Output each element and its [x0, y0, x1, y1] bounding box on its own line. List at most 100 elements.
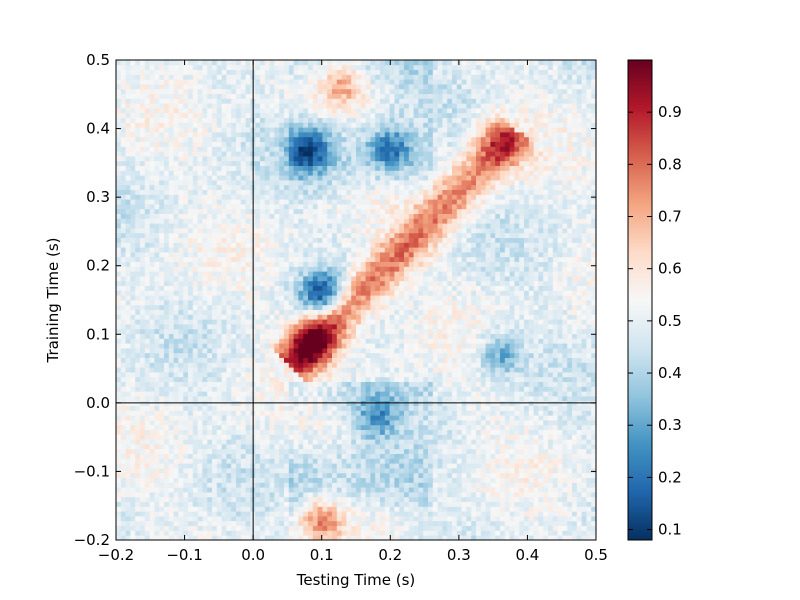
heatmap-cell	[591, 458, 596, 464]
heatmap-cell	[480, 506, 486, 512]
heatmap-cell	[341, 463, 347, 469]
heatmap-cell	[303, 434, 309, 440]
heatmap-cell	[303, 333, 309, 339]
heatmap-cell	[231, 444, 237, 450]
heatmap-cell	[192, 530, 198, 536]
heatmap-cell	[447, 362, 453, 368]
heatmap-cell	[159, 410, 165, 416]
heatmap-cell	[188, 448, 194, 454]
heatmap-cell	[197, 362, 203, 368]
heatmap-cell	[140, 357, 146, 363]
heatmap-cell	[264, 367, 270, 373]
heatmap-cell	[130, 516, 136, 522]
heatmap-cell	[322, 376, 328, 382]
heatmap-cell	[212, 448, 218, 454]
heatmap-cell	[197, 314, 203, 320]
heatmap-cell	[308, 506, 314, 512]
heatmap-cell	[514, 477, 520, 483]
heatmap-cell	[375, 381, 381, 387]
heatmap-cell	[533, 314, 539, 320]
heatmap-cell	[312, 372, 318, 378]
heatmap-cell	[164, 420, 170, 426]
heatmap-cell	[500, 492, 506, 498]
heatmap-cell	[356, 415, 362, 421]
heatmap-cell	[322, 405, 328, 411]
heatmap-cell	[274, 352, 280, 358]
heatmap-cell	[356, 448, 362, 454]
heatmap-cell	[452, 506, 458, 512]
heatmap-cell	[226, 391, 232, 397]
heatmap-cell	[308, 525, 314, 531]
heatmap-cell	[562, 386, 568, 392]
heatmap-cell	[375, 372, 381, 378]
heatmap-cell	[116, 396, 122, 402]
heatmap-cell	[586, 439, 592, 445]
heatmap-cell	[303, 314, 309, 320]
heatmap-cell	[236, 352, 242, 358]
heatmap-cell	[236, 496, 242, 502]
heatmap-cell	[586, 444, 592, 450]
heatmap-cell	[341, 381, 347, 387]
heatmap-cell	[394, 520, 400, 526]
heatmap-cell	[543, 453, 549, 459]
heatmap-cell	[528, 472, 534, 478]
heatmap-cell	[135, 420, 141, 426]
heatmap-cell	[476, 477, 482, 483]
heatmap-cell	[356, 424, 362, 430]
heatmap-cell	[423, 376, 429, 382]
heatmap-cell	[447, 352, 453, 358]
heatmap-cell	[236, 309, 242, 315]
heatmap-cell	[495, 343, 501, 349]
heatmap-cell	[524, 410, 530, 416]
heatmap-cell	[327, 405, 333, 411]
heatmap-cell	[116, 328, 122, 334]
heatmap-cell	[168, 391, 174, 397]
heatmap-cell	[140, 496, 146, 502]
heatmap-cell	[543, 372, 549, 378]
heatmap-cell	[461, 304, 467, 310]
heatmap-cell	[240, 516, 246, 522]
heatmap-cell	[341, 415, 347, 421]
heatmap-cell	[586, 487, 592, 493]
heatmap-cell	[500, 487, 506, 493]
heatmap-cell	[562, 420, 568, 426]
heatmap-cell	[413, 501, 419, 507]
heatmap-cell	[293, 458, 299, 464]
heatmap-cell	[490, 439, 496, 445]
heatmap-cell	[519, 405, 525, 411]
heatmap-cell	[298, 477, 304, 483]
heatmap-cell	[308, 357, 314, 363]
heatmap-cell	[495, 424, 501, 430]
heatmap-cell	[274, 381, 280, 387]
heatmap-cell	[442, 520, 448, 526]
heatmap-cell	[548, 496, 554, 502]
heatmap-cell	[456, 415, 462, 421]
heatmap-cell	[509, 319, 515, 325]
heatmap-cell	[140, 391, 146, 397]
heatmap-cell	[231, 472, 237, 478]
heatmap-cell	[144, 372, 150, 378]
heatmap-cell	[384, 525, 390, 531]
heatmap-cell	[399, 434, 405, 440]
heatmap-cell	[543, 420, 549, 426]
heatmap-cell	[437, 396, 443, 402]
heatmap-cell	[514, 400, 520, 406]
heatmap-cell	[476, 314, 482, 320]
heatmap-cell	[168, 444, 174, 450]
heatmap-cell	[164, 319, 170, 325]
heatmap-cell	[269, 304, 275, 310]
heatmap-cell	[524, 372, 530, 378]
heatmap-cell	[461, 482, 467, 488]
heatmap-cell	[562, 391, 568, 397]
heatmap-cell	[116, 468, 122, 474]
heatmap-cell	[408, 367, 414, 373]
heatmap-cell	[327, 362, 333, 368]
heatmap-cell	[504, 405, 510, 411]
heatmap-cell	[279, 376, 285, 382]
heatmap-cell	[255, 381, 261, 387]
heatmap-cell	[288, 352, 294, 358]
heatmap-cell	[548, 309, 554, 315]
heatmap-cell	[135, 333, 141, 339]
heatmap-cell	[322, 420, 328, 426]
heatmap-cell	[116, 338, 122, 344]
